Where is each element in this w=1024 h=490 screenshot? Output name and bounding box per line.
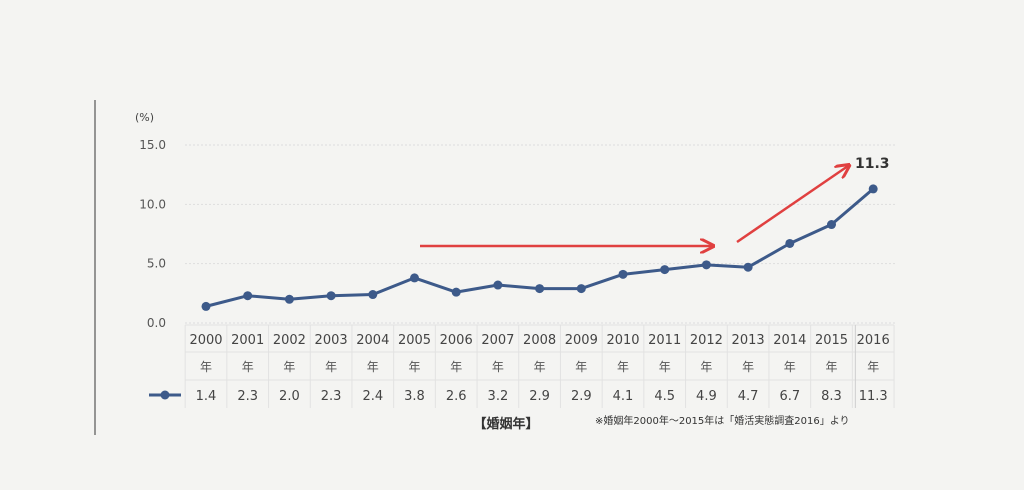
x-tick-label: 2010 (606, 333, 639, 348)
data-label: 1.4 (196, 389, 217, 404)
rising-trend-arrow (736, 166, 848, 244)
data-point (868, 184, 878, 194)
data-label: 4.7 (738, 389, 759, 404)
gridlines: 0.0 5.0 10.0 15.0 (139, 138, 895, 330)
x-tick-label: 2009 (565, 333, 598, 348)
x-tick-label: 2005 (398, 333, 431, 348)
x-tick-label: 2014 (773, 333, 806, 348)
y-tick-label: 5.0 (147, 257, 166, 271)
data-label: 4.1 (613, 389, 634, 404)
data-label: 4.9 (696, 389, 717, 404)
x-tick-suffix: 年 (825, 360, 837, 374)
y-tick-label: 0.0 (147, 316, 166, 330)
x-tick-suffix: 年 (659, 360, 671, 374)
series-layer (201, 184, 878, 311)
x-tick-suffix: 年 (575, 360, 587, 374)
data-point (410, 273, 419, 283)
data-point (243, 291, 253, 301)
x-tick-suffix: 年 (867, 360, 879, 374)
data-label: 2.3 (237, 389, 258, 404)
trend-arrows (420, 166, 848, 246)
data-point (785, 238, 795, 248)
x-tick-suffix: 年 (784, 360, 796, 374)
data-label: 2.6 (446, 389, 467, 404)
y-tick-label: 15.0 (139, 138, 166, 152)
x-tick-suffix: 年 (492, 360, 504, 374)
x-tick-label: 2001 (231, 333, 264, 348)
x-axis-title: 【婚姻年】 (473, 416, 538, 432)
data-label: 6.7 (779, 389, 800, 404)
data-label: 4.5 (654, 389, 675, 404)
data-label: 3.8 (404, 389, 425, 404)
data-point (451, 287, 461, 297)
data-point (201, 301, 211, 311)
y-tick-label: 10.0 (139, 197, 166, 211)
data-point (535, 284, 545, 294)
x-tick-label: 2003 (315, 333, 348, 348)
data-point (701, 260, 711, 270)
x-tick-label: 2006 (440, 333, 473, 348)
x-tick-suffix: 年 (367, 360, 379, 374)
x-tick-suffix: 年 (283, 360, 295, 374)
data-label: 2.4 (362, 389, 383, 404)
data-point (284, 294, 294, 304)
x-tick-label: 2015 (815, 333, 848, 348)
data-table: 2000 年 1.4 2001 年 2.3 2002 年 2.0 2003 年 2.3 2004 年 2.4… (149, 324, 895, 408)
y-unit-label: (%) (135, 111, 154, 124)
x-tick-suffix: 年 (325, 360, 337, 374)
x-tick-suffix: 年 (200, 360, 212, 374)
source-note: ※婚姻年2000年～2015年は「婚活実態調査2016」より (595, 414, 850, 427)
data-label: 8.3 (821, 389, 842, 404)
x-tick-label: 2002 (273, 333, 306, 348)
data-label: 2.9 (529, 389, 550, 404)
data-point (326, 291, 336, 301)
x-tick-suffix: 年 (534, 360, 546, 374)
data-label: 2.9 (571, 389, 592, 404)
x-tick-label: 2008 (523, 333, 556, 348)
data-point (827, 220, 836, 230)
x-tick-label: 2011 (648, 333, 681, 348)
data-point (618, 269, 628, 279)
callout-label: 11.3 (855, 156, 890, 172)
x-tick-label: 2000 (189, 333, 222, 348)
data-point (743, 262, 753, 272)
data-point (660, 265, 670, 275)
x-tick-label: 2012 (690, 333, 723, 348)
x-tick-label: 2007 (481, 333, 514, 348)
x-tick-suffix: 年 (700, 360, 712, 374)
data-label: 3.2 (488, 389, 509, 404)
x-tick-label: 2013 (732, 333, 765, 348)
data-label: 2.3 (321, 389, 342, 404)
x-tick-suffix: 年 (242, 360, 254, 374)
data-point (493, 280, 503, 290)
data-point (576, 284, 586, 294)
data-label: 11.3 (859, 389, 888, 404)
data-label: 2.0 (279, 389, 300, 404)
x-tick-label: 2004 (356, 333, 389, 348)
legend-marker (160, 390, 170, 400)
data-point (368, 290, 378, 300)
x-tick-suffix: 年 (742, 360, 754, 374)
x-tick-suffix: 年 (408, 360, 420, 374)
x-tick-suffix: 年 (617, 360, 629, 374)
x-tick-label: 2016 (857, 333, 890, 348)
x-tick-suffix: 年 (450, 360, 462, 374)
